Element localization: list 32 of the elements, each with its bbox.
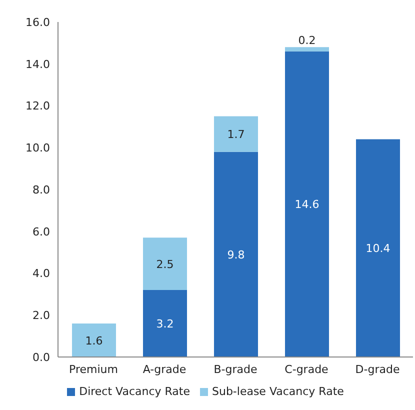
y-tick-label: 2.0 — [32, 309, 50, 322]
bar — [214, 152, 258, 357]
y-tick-label: 14.0 — [26, 58, 50, 71]
data-label: 1.7 — [227, 128, 245, 142]
y-tick-label: 16.0 — [26, 16, 50, 29]
legend-label: Sub-lease Vacancy Rate — [212, 385, 344, 398]
bar — [285, 51, 329, 357]
data-label: 2.5 — [156, 258, 174, 271]
x-tick-label: C-grade — [284, 362, 329, 376]
y-tick-label: 12.0 — [26, 100, 50, 113]
data-label: 9.8 — [227, 248, 245, 262]
x-tick-label: Premium — [69, 362, 118, 376]
bar — [143, 290, 187, 357]
y-tick-label: 10.0 — [26, 142, 50, 155]
data-label: 14.6 — [294, 198, 320, 212]
x-tick-label: B-grade — [214, 362, 258, 376]
y-tick-label: 4.0 — [32, 267, 50, 280]
data-label: 1.6 — [85, 334, 103, 348]
data-label: 10.4 — [366, 242, 390, 256]
y-tick-label: 6.0 — [32, 225, 50, 238]
y-tick-label: 0.0 — [32, 350, 50, 364]
bar — [72, 324, 116, 357]
data-label: 3.2 — [156, 318, 174, 330]
x-tick-label: A-grade — [142, 362, 186, 376]
data-label: 0.2 — [298, 34, 316, 48]
bar — [143, 238, 187, 290]
legend-label: Direct Vacancy Rate — [79, 385, 190, 398]
bar — [285, 47, 329, 52]
bar — [356, 139, 400, 357]
y-tick-label: 8.0 — [32, 183, 50, 196]
bar — [214, 116, 258, 152]
x-tick-label: D-grade — [355, 362, 400, 376]
